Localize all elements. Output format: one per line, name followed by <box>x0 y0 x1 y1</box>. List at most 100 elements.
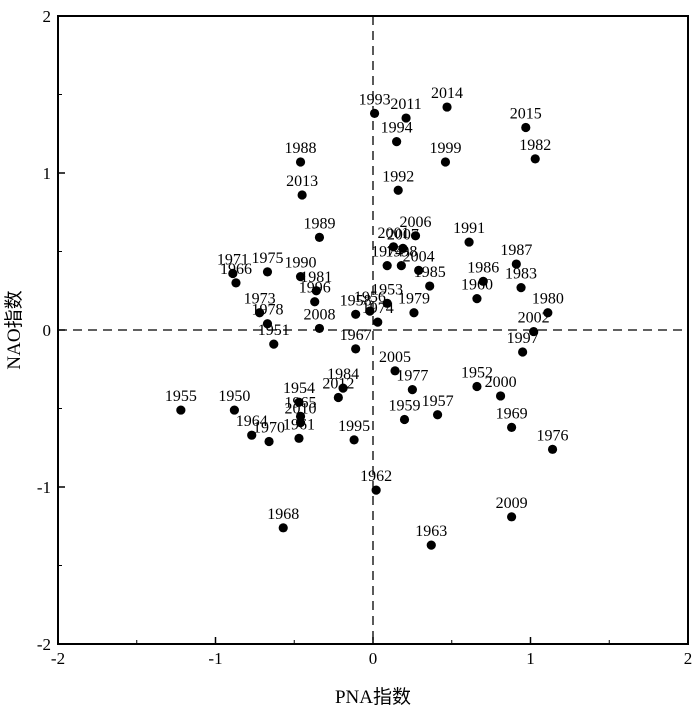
data-point-label: 2001 <box>377 225 409 242</box>
data-point <box>409 308 419 318</box>
data-point-label: 1955 <box>165 388 197 405</box>
data-point <box>414 265 424 275</box>
data-point-label: 1971 <box>217 251 249 268</box>
data-point <box>426 540 436 550</box>
data-point <box>410 231 421 241</box>
data-point <box>543 308 553 318</box>
data-point-label: 1989 <box>303 215 335 232</box>
x-axis-label: PNA指数 <box>335 686 411 708</box>
data-point <box>472 381 482 392</box>
data-point <box>401 113 411 123</box>
data-point-label: 1992 <box>382 168 414 185</box>
data-point-label: 2012 <box>322 376 354 393</box>
y-tick-label: -2 <box>37 635 51 654</box>
x-tick-label: 1 <box>526 649 535 668</box>
y-tick-label: 1 <box>43 164 52 183</box>
data-point-label: 1958 <box>340 292 372 309</box>
data-point <box>278 523 288 533</box>
data-point-label: 1981 <box>300 269 332 286</box>
data-point-label: 2008 <box>303 306 335 323</box>
data-point <box>295 418 306 428</box>
data-point-label: 1974 <box>371 244 403 261</box>
y-tick-label: -1 <box>37 478 51 497</box>
data-point <box>371 485 381 495</box>
data-point <box>262 319 273 329</box>
data-point <box>529 326 539 337</box>
data-point-label: 1959 <box>389 397 421 414</box>
data-point-label: 1970 <box>253 419 285 436</box>
data-point <box>390 366 400 376</box>
data-point-label: 1985 <box>414 264 446 281</box>
data-point <box>351 344 361 354</box>
data-point <box>507 422 517 432</box>
data-point-label: 1960 <box>461 277 493 294</box>
data-point-label: 1993 <box>359 91 391 108</box>
data-point-label: 1979 <box>398 291 430 308</box>
data-point <box>398 243 408 253</box>
data-point <box>425 281 435 291</box>
data-point-label: 2009 <box>496 495 528 512</box>
data-point-label: 1984 <box>327 366 359 383</box>
x-tick-label: -2 <box>51 649 65 668</box>
data-point-label: 1963 <box>415 523 447 540</box>
reference-lines <box>58 16 688 644</box>
data-point <box>264 436 274 447</box>
data-point-label: 1956 <box>354 289 386 306</box>
data-point <box>432 410 443 420</box>
data-point-label: 2013 <box>286 173 318 190</box>
data-point-label: 2011 <box>390 96 421 113</box>
y-axis-label: NAO指数 <box>3 290 25 369</box>
data-point <box>516 283 526 293</box>
data-point <box>382 298 392 308</box>
data-point <box>338 383 348 393</box>
data-point <box>349 435 359 445</box>
data-point <box>518 347 528 357</box>
data-point <box>392 137 402 147</box>
data-point <box>396 261 406 271</box>
data-point-label: 2015 <box>510 105 542 122</box>
data-point-label: 2010 <box>285 401 317 418</box>
data-point <box>314 323 325 334</box>
data-point <box>530 154 540 164</box>
data-point-label: 2002 <box>518 310 550 327</box>
data-point <box>388 242 399 252</box>
data-point <box>399 414 410 425</box>
data-point-label: 2005 <box>379 349 411 366</box>
data-point <box>440 157 451 167</box>
data-point-label: 2007 <box>387 226 419 243</box>
data-point <box>495 391 506 401</box>
data-point-label: 1994 <box>381 120 413 137</box>
data-point <box>472 294 482 304</box>
data-point-label: 1952 <box>461 365 493 382</box>
data-point-label: 1988 <box>285 140 317 157</box>
data-point <box>295 157 306 167</box>
data-point-label: 1969 <box>496 405 528 422</box>
data-point <box>373 317 383 327</box>
data-point-label: 1973 <box>244 291 276 308</box>
y-axis: -2 -1 0 1 2 <box>37 7 65 654</box>
data-point <box>547 444 558 454</box>
data-point <box>311 286 321 296</box>
data-point <box>247 430 257 440</box>
data-point-label: 1991 <box>453 220 485 237</box>
data-point <box>269 339 279 349</box>
x-axis: -2 -1 0 1 2 <box>51 637 692 668</box>
data-point <box>478 276 488 286</box>
data-point <box>511 259 521 269</box>
data-point <box>393 185 403 195</box>
data-point-label: 2006 <box>400 214 432 231</box>
data-point <box>507 512 517 522</box>
data-point-label: 1962 <box>360 468 392 485</box>
data-point-label: 1964 <box>236 413 268 430</box>
data-point-label: 1967 <box>340 327 372 344</box>
data-point-label: 1975 <box>251 250 283 267</box>
data-point-label: 1999 <box>429 140 461 157</box>
x-tick-label: -1 <box>208 649 222 668</box>
data-point-label: 1998 <box>385 244 417 261</box>
data-point-label: 1986 <box>467 259 499 276</box>
data-point <box>521 122 531 133</box>
data-point <box>464 237 474 247</box>
data-point-label: 1982 <box>519 137 551 154</box>
data-point-label: 1966 <box>220 261 252 278</box>
data-point <box>294 397 304 407</box>
